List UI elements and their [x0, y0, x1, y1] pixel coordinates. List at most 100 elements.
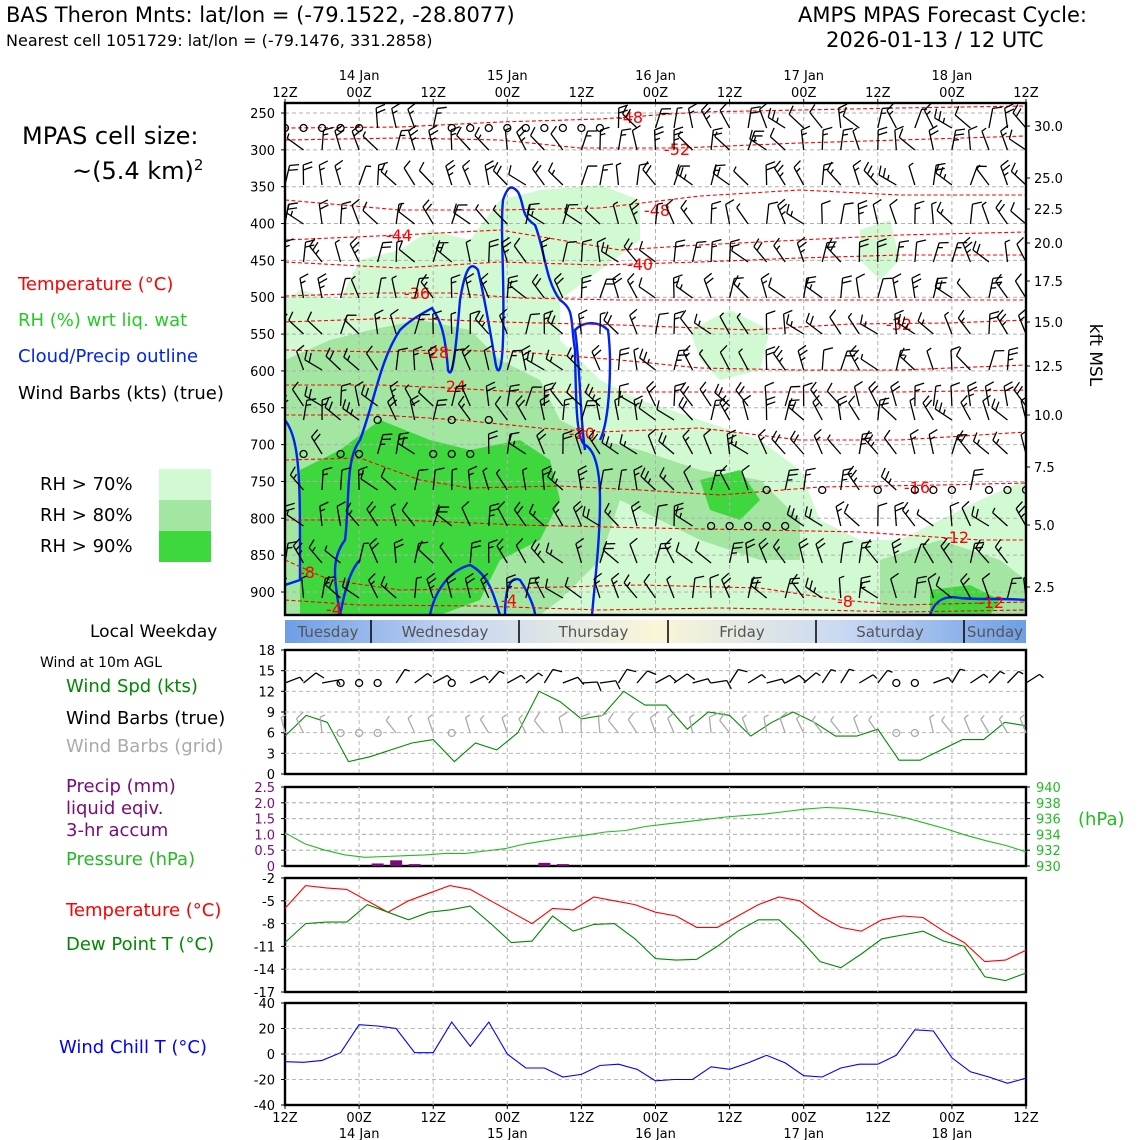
- wind-barb-true: [1025, 673, 1044, 684]
- wind-barb-true: [951, 668, 966, 684]
- wind-barb: [890, 572, 899, 599]
- wind-barb: [714, 383, 731, 407]
- wind-barb: [969, 468, 984, 491]
- wind-barb: [497, 500, 508, 527]
- temperature-contour: [285, 414, 1026, 441]
- wind-barb: [334, 159, 344, 186]
- wind-barb: [796, 236, 807, 263]
- wind-barb: [735, 381, 749, 407]
- wind-barb-calm: [762, 521, 771, 531]
- pressure-tick-label: 400: [250, 218, 275, 233]
- pressure-tick: 940: [1036, 781, 1061, 796]
- wind-barb-grid: [533, 712, 545, 734]
- wind-barb: [911, 273, 922, 299]
- wind-barb: [428, 125, 439, 151]
- wind-barb: [1010, 162, 1026, 186]
- wind-barb: [376, 433, 393, 455]
- wind-barb-calm: [540, 123, 549, 133]
- wind-barb: [354, 381, 364, 407]
- wind-barb: [877, 106, 892, 129]
- wind-barb-grid: [980, 714, 990, 734]
- kft-tick-label: 2.5: [1034, 581, 1055, 596]
- temperature-tick: -5: [262, 895, 275, 910]
- temperature-contour-label: -20: [569, 424, 595, 443]
- wind-barb: [358, 165, 372, 186]
- wind-barb: [843, 503, 860, 527]
- wind-barb: [630, 500, 641, 527]
- wind-barb: [566, 347, 582, 371]
- pressure-tick-label: 600: [250, 365, 275, 380]
- wind-barb: [892, 273, 902, 299]
- wind-barb: [725, 199, 735, 225]
- rh-90-label: RH > 90%: [40, 536, 133, 557]
- wind-barb: [858, 238, 869, 263]
- wind-barb-calm: [299, 449, 308, 459]
- wind-barb: [967, 125, 978, 151]
- wind-barb: [894, 125, 904, 151]
- weekday-sunday: Sunday: [967, 623, 1023, 641]
- wind-barb: [954, 105, 971, 129]
- wind-barb: [1004, 103, 1015, 129]
- wind-barb: [414, 313, 430, 335]
- wind-barb-calm: [984, 485, 994, 495]
- cloud-outline-path: [333, 186, 602, 615]
- wind-barb: [390, 503, 397, 527]
- wind-barb: [687, 103, 698, 129]
- top-time-tick: 00Z: [643, 86, 669, 101]
- windchill-tick: 40: [258, 997, 275, 1012]
- temperature-contour: [285, 317, 1026, 331]
- wind-barb: [409, 395, 420, 421]
- wind-barb-true: [877, 669, 893, 684]
- wind-barb: [584, 383, 601, 407]
- wind-barb: [414, 468, 429, 491]
- rh-70-area: [860, 220, 900, 280]
- wind-barb: [456, 126, 471, 151]
- wind-barb-calm: [818, 485, 827, 495]
- bottom-time-tick: 12Z: [865, 1111, 891, 1126]
- wind-barb: [513, 237, 527, 263]
- wind-barb: [362, 131, 379, 151]
- wind-barb: [513, 501, 527, 527]
- wind-barb: [508, 165, 527, 186]
- wind-barb: [805, 312, 823, 335]
- pressure-tick: 936: [1036, 813, 1061, 828]
- rh-90-area: [340, 500, 410, 570]
- temperature-tick: -2: [262, 872, 275, 887]
- windchill-line: [284, 1021, 1027, 1084]
- wind-speed-line: [284, 690, 1027, 763]
- wind-barb: [318, 199, 329, 225]
- station-title: BAS Theron Mnts: lat/lon = (-79.1522, -2…: [6, 3, 515, 27]
- wind-barb: [414, 576, 422, 599]
- wind-barb: [403, 160, 416, 186]
- wind-barb: [574, 428, 584, 455]
- rh-70-swatch: [159, 469, 211, 500]
- wind-barb: [564, 203, 582, 225]
- wind-barb-calm: [521, 123, 530, 133]
- temperature-contour: [285, 599, 1026, 613]
- wind-barb: [599, 312, 606, 335]
- temperature-contour-label: -52: [664, 140, 690, 159]
- wind-barb: [414, 541, 429, 564]
- wind-barb: [580, 130, 598, 151]
- wind-barb: [350, 275, 360, 299]
- wind-barb: [895, 240, 910, 263]
- wind-barb: [506, 275, 519, 299]
- wind-barb: [878, 165, 897, 186]
- wind-barb: [700, 103, 712, 129]
- wind-barb: [360, 384, 379, 407]
- wind-barb: [304, 386, 323, 407]
- wind-barb: [981, 201, 990, 225]
- wind-barb-calm: [447, 449, 456, 459]
- wind-barb: [528, 503, 545, 527]
- wind-barb: [971, 506, 990, 527]
- wind-barb: [733, 275, 749, 299]
- wind-barb: [461, 344, 472, 371]
- wind-barb: [683, 464, 694, 491]
- wind-barb: [773, 237, 786, 263]
- wind-barb: [342, 399, 360, 421]
- wind-barb: [375, 103, 386, 129]
- pressure-label: Pressure (hPa): [66, 849, 196, 870]
- wind-barb: [951, 128, 966, 151]
- wind-barb: [525, 313, 541, 335]
- wind-barb: [465, 239, 472, 263]
